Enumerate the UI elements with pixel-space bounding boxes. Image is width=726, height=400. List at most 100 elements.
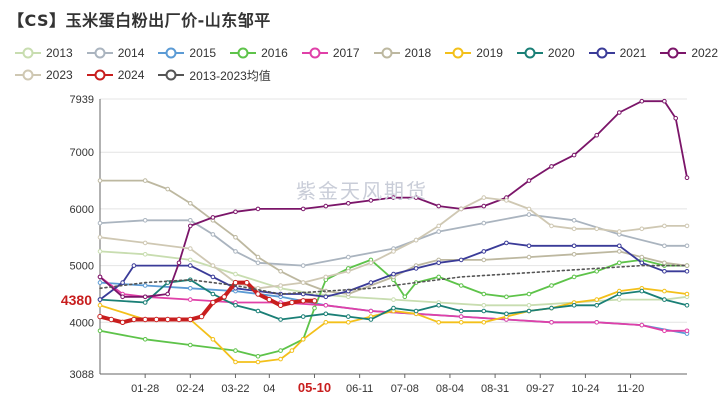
data-point[interactable] bbox=[255, 254, 261, 260]
data-point[interactable] bbox=[120, 294, 125, 300]
data-point[interactable] bbox=[413, 237, 419, 243]
data-point[interactable] bbox=[571, 252, 577, 257]
data-point[interactable] bbox=[142, 316, 148, 323]
data-point[interactable] bbox=[436, 260, 442, 266]
data-point[interactable] bbox=[255, 206, 261, 212]
data-point[interactable] bbox=[188, 218, 193, 223]
data-point[interactable] bbox=[504, 198, 509, 203]
data-point[interactable] bbox=[300, 280, 306, 285]
data-point[interactable] bbox=[526, 308, 532, 314]
data-point[interactable] bbox=[436, 203, 442, 209]
legend-item-2019[interactable]: 2019 bbox=[444, 46, 503, 60]
data-point[interactable] bbox=[571, 226, 577, 232]
data-point[interactable] bbox=[210, 232, 216, 237]
data-point[interactable] bbox=[639, 98, 645, 104]
data-point[interactable] bbox=[165, 316, 171, 323]
data-point[interactable] bbox=[278, 269, 283, 274]
legend-item-2013[interactable]: 2013 bbox=[14, 46, 73, 60]
data-point[interactable] bbox=[526, 243, 532, 249]
data-point[interactable] bbox=[346, 201, 351, 206]
legend-item-2017[interactable]: 2017 bbox=[301, 46, 360, 60]
data-point[interactable] bbox=[458, 320, 464, 325]
data-point[interactable] bbox=[526, 254, 532, 260]
data-point[interactable] bbox=[188, 297, 193, 302]
series-line[interactable] bbox=[99, 278, 688, 321]
data-point[interactable] bbox=[617, 249, 622, 254]
data-point[interactable] bbox=[368, 308, 374, 314]
legend-item-2016[interactable]: 2016 bbox=[229, 46, 288, 60]
data-point[interactable] bbox=[323, 203, 329, 209]
data-point[interactable] bbox=[97, 178, 103, 183]
data-point[interactable] bbox=[526, 212, 532, 217]
data-point[interactable] bbox=[323, 320, 329, 325]
data-point[interactable] bbox=[300, 337, 306, 342]
data-point[interactable] bbox=[323, 274, 329, 280]
data-point[interactable] bbox=[368, 260, 374, 266]
data-point[interactable] bbox=[188, 263, 193, 268]
data-point[interactable] bbox=[131, 316, 137, 323]
data-point[interactable] bbox=[142, 240, 148, 246]
data-point[interactable] bbox=[594, 320, 600, 325]
legend-item-2021[interactable]: 2021 bbox=[588, 46, 646, 60]
data-point[interactable] bbox=[188, 257, 193, 263]
data-point[interactable] bbox=[481, 303, 487, 308]
data-point[interactable] bbox=[120, 280, 125, 285]
data-point[interactable] bbox=[142, 178, 148, 183]
data-point[interactable] bbox=[436, 274, 442, 280]
data-point[interactable] bbox=[684, 223, 690, 229]
data-point[interactable] bbox=[188, 201, 193, 206]
data-point[interactable] bbox=[684, 263, 690, 268]
data-point[interactable] bbox=[210, 291, 216, 297]
data-point[interactable] bbox=[165, 186, 170, 192]
data-point[interactable] bbox=[662, 223, 667, 229]
data-point[interactable] bbox=[639, 288, 645, 294]
data-point[interactable] bbox=[142, 252, 148, 257]
data-point[interactable] bbox=[176, 260, 182, 266]
data-point[interactable] bbox=[176, 316, 182, 323]
data-point[interactable] bbox=[312, 305, 317, 311]
data-point[interactable] bbox=[662, 297, 667, 302]
series-line[interactable] bbox=[99, 287, 688, 363]
data-point[interactable] bbox=[368, 317, 374, 322]
series-2021[interactable] bbox=[97, 240, 690, 302]
data-point[interactable] bbox=[188, 286, 193, 291]
data-point[interactable] bbox=[165, 291, 170, 297]
data-point[interactable] bbox=[684, 243, 690, 249]
data-point[interactable] bbox=[255, 354, 261, 359]
data-point[interactable] bbox=[346, 269, 351, 274]
data-point[interactable] bbox=[391, 297, 396, 302]
data-point[interactable] bbox=[549, 164, 554, 169]
series-2016[interactable] bbox=[97, 257, 690, 359]
data-point[interactable] bbox=[233, 209, 238, 215]
data-point[interactable] bbox=[119, 319, 126, 325]
data-point[interactable] bbox=[97, 280, 103, 285]
data-point[interactable] bbox=[617, 260, 622, 266]
series-2024[interactable] bbox=[97, 279, 318, 325]
data-point[interactable] bbox=[504, 311, 509, 317]
data-point[interactable] bbox=[266, 296, 272, 303]
data-point[interactable] bbox=[684, 269, 690, 274]
data-point[interactable] bbox=[210, 299, 216, 306]
data-point[interactable] bbox=[571, 274, 577, 280]
data-point[interactable] bbox=[594, 226, 600, 232]
data-point[interactable] bbox=[210, 215, 216, 220]
legend-item-2018[interactable]: 2018 bbox=[373, 46, 431, 60]
data-point[interactable] bbox=[481, 249, 487, 254]
data-point[interactable] bbox=[289, 299, 295, 306]
data-point[interactable] bbox=[617, 297, 622, 302]
data-point[interactable] bbox=[402, 294, 408, 300]
data-point[interactable] bbox=[458, 308, 464, 314]
data-point[interactable] bbox=[526, 291, 532, 297]
data-point[interactable] bbox=[458, 283, 464, 288]
data-point[interactable] bbox=[526, 303, 532, 308]
data-point[interactable] bbox=[300, 314, 306, 319]
data-point[interactable] bbox=[221, 294, 227, 300]
data-point[interactable] bbox=[300, 298, 306, 304]
data-point[interactable] bbox=[278, 317, 283, 322]
series-2020[interactable] bbox=[97, 277, 690, 322]
data-point[interactable] bbox=[346, 314, 351, 319]
data-point[interactable] bbox=[673, 115, 679, 121]
series-line[interactable] bbox=[99, 242, 688, 301]
data-point[interactable] bbox=[233, 249, 238, 254]
data-point[interactable] bbox=[662, 98, 667, 104]
